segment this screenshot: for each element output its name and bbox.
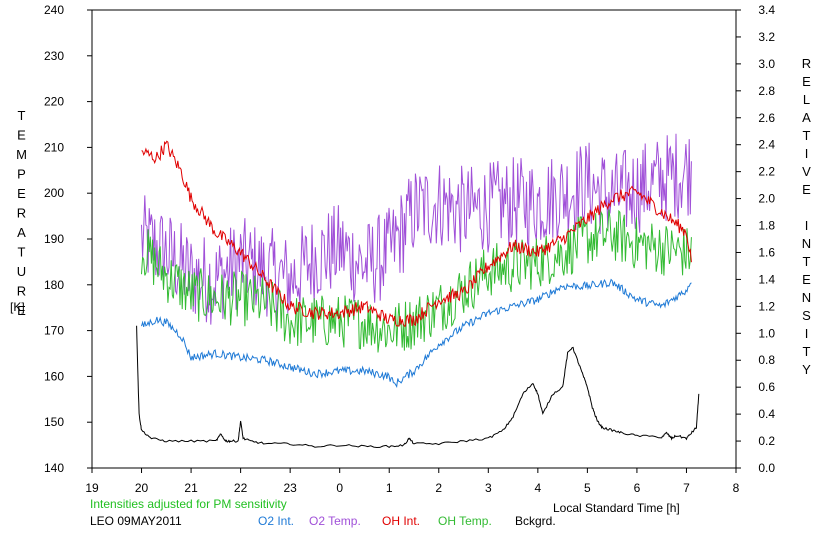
left-y-tick-label: 190: [44, 232, 64, 246]
legend-item: OH Temp.: [438, 514, 492, 528]
right-y-tick-label: 2.6: [758, 111, 775, 125]
left-y-tick-label: 160: [44, 369, 64, 383]
right-y-tick-label: 2.0: [758, 192, 775, 206]
x-tick-label: 5: [584, 481, 591, 495]
x-tick-label: 1: [386, 481, 393, 495]
series-line-bckgrd: [136, 325, 700, 449]
legend-item: O2 Int.: [258, 514, 295, 528]
right-y-tick-label: 3.2: [758, 30, 775, 44]
left-y-tick-label: 220: [44, 95, 64, 109]
right-y-tick-label: 1.4: [758, 272, 775, 286]
right-y-tick-label: 3.4: [758, 3, 775, 17]
series-line-o2-int: [141, 278, 692, 389]
x-tick-label: 23: [283, 481, 297, 495]
left-y-tick-label: 180: [44, 278, 64, 292]
right-y-tick-label: 1.2: [758, 299, 775, 313]
left-y-axis: 140 150 160 170 180 190 200 210 220 230 240: [44, 3, 92, 475]
right-y-tick-label: 3.0: [758, 57, 775, 71]
left-y-tick-label: 240: [44, 3, 64, 17]
right-y-tick-label: 0.2: [758, 434, 775, 448]
x-tick-label: 6: [634, 481, 641, 495]
right-y-tick-label: 1.0: [758, 326, 775, 340]
x-tick-label: 7: [683, 481, 690, 495]
left-y-tick-label: 150: [44, 415, 64, 429]
legend-item: Bckgrd.: [515, 514, 556, 528]
x-tick-label: 19: [85, 481, 99, 495]
x-tick-label: 4: [535, 481, 542, 495]
adjustment-note: Intensities adjusted for PM sensitivity: [90, 497, 287, 511]
right-y-tick-label: 2.8: [758, 84, 775, 98]
x-tick-label: 3: [485, 481, 492, 495]
right-y-tick-label: 0.4: [758, 407, 775, 421]
x-tick-label: 0: [336, 481, 343, 495]
left-y-tick-label: 200: [44, 186, 64, 200]
right-y-tick-label: 2.4: [758, 138, 775, 152]
right-y-tick-label: 1.8: [758, 219, 775, 233]
right-y-tick-label: 2.2: [758, 165, 775, 179]
station-date-label: LEO 09MAY2011: [90, 514, 182, 528]
legend-item: O2 Temp.: [309, 514, 361, 528]
right-y-tick-label: 1.6: [758, 245, 775, 259]
left-y-tick-label: 140: [44, 461, 64, 475]
x-axis-label: Local Standard Time [h]: [553, 501, 680, 515]
x-tick-label: 20: [135, 481, 149, 495]
right-y-tick-label: 0.0: [758, 461, 775, 475]
left-y-tick-label: 210: [44, 140, 64, 154]
x-tick-label: 21: [184, 481, 198, 495]
x-axis: 19 20 21 22 23 0 1 2 3 4 5 6 7 8: [85, 468, 740, 495]
x-tick-label: 8: [733, 481, 740, 495]
x-tick-label: 2: [435, 481, 442, 495]
series-line-oh-temp: [141, 209, 692, 353]
series-line-oh-int: [141, 140, 692, 327]
right-y-axis: 0.0 0.2 0.4 0.6 0.8 1.0 1.2 1.4 1.6 1.8 2.0 2.2 2.4 2…: [736, 3, 775, 475]
series-line-o2-temp: [141, 133, 692, 325]
right-y-tick-label: 0.8: [758, 353, 775, 367]
left-y-tick-label: 230: [44, 49, 64, 63]
left-y-tick-label: 170: [44, 324, 64, 338]
legend-item: OH Int.: [382, 514, 421, 528]
x-tick-label: 22: [234, 481, 248, 495]
right-y-tick-label: 0.6: [758, 380, 775, 394]
series-layer: [136, 133, 700, 449]
left-axis-unit: [K]: [10, 300, 25, 314]
